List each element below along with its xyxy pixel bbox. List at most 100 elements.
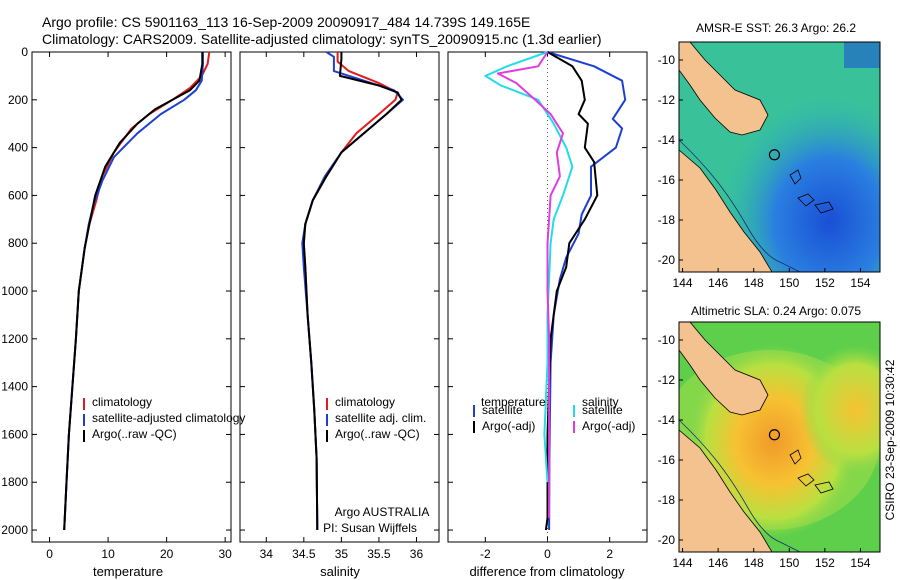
map-y-tick-label: -20 bbox=[658, 533, 676, 547]
series-line-argo-raw-qc- bbox=[302, 52, 403, 531]
sst-map-title: AMSR-E SST: 26.3 Argo: 26.2 bbox=[696, 21, 856, 35]
sla-land-australia bbox=[679, 429, 773, 552]
map-x-tick-label: 144 bbox=[673, 276, 693, 290]
x-tick-label: 10 bbox=[101, 547, 115, 561]
legend-climatology: climatology bbox=[92, 395, 152, 409]
map-x-tick-label: 148 bbox=[744, 276, 764, 290]
y-tick-label: 1000 bbox=[1, 284, 28, 298]
map-y-tick-label: -18 bbox=[658, 493, 676, 507]
map-x-tick-label: 150 bbox=[779, 276, 799, 290]
sst-land-australia bbox=[679, 149, 773, 272]
sst-reefs bbox=[789, 169, 834, 214]
map-x-tick-label: 150 bbox=[779, 556, 799, 570]
x-tick-label: 34 bbox=[260, 547, 274, 561]
salinity-panel: 34 34.5 35 35.5 36 salinity climatology sate… bbox=[239, 51, 440, 579]
y-tick-label: 1800 bbox=[1, 475, 28, 489]
y-tick-label: 1200 bbox=[1, 332, 28, 346]
map-x-tick-label: 154 bbox=[850, 276, 870, 290]
map-y-tick-label: -12 bbox=[658, 93, 676, 107]
footer-credit: CSIRO 23-Sep-2009 10:30:42 bbox=[883, 359, 897, 520]
y-tick-label: 1400 bbox=[1, 380, 28, 394]
header-line-1: Argo profile: CS 5901163_113 16-Sep-2009… bbox=[42, 14, 530, 30]
series-line-temperature-satellite bbox=[547, 51, 627, 531]
legend-t-satellite: satellite bbox=[482, 403, 523, 417]
y-tick-label: 2000 bbox=[1, 523, 28, 537]
legend-salinity-header: salinity bbox=[582, 395, 619, 409]
map-x-tick-label: 146 bbox=[708, 276, 728, 290]
map-x-tick-label: 154 bbox=[850, 556, 870, 570]
map-x-tick-label: 144 bbox=[673, 556, 693, 570]
sst-map-frame bbox=[678, 41, 881, 273]
sla-map-frame bbox=[678, 321, 881, 553]
map-x-tick-label: 148 bbox=[744, 556, 764, 570]
legend-argo: Argo(..raw -QC) bbox=[92, 427, 177, 441]
sla-map-title: Altimetric SLA: 0.24 Argo: 0.075 bbox=[691, 304, 861, 318]
difference-panel: -2 0 2 difference from climatology tempera… bbox=[447, 51, 648, 579]
legend-s-argo: Argo(-adj) bbox=[582, 419, 635, 433]
sst-argo-position-marker bbox=[768, 149, 781, 161]
salinity-xlabel: salinity bbox=[320, 564, 360, 579]
map-y-tick-label: -20 bbox=[658, 253, 676, 267]
legend-climatology: climatology bbox=[335, 395, 395, 409]
series-line-salinity-argo-adj- bbox=[496, 51, 564, 519]
map-y-tick-label: -14 bbox=[658, 133, 676, 147]
x-tick-label: 20 bbox=[160, 547, 174, 561]
sst-map-panel: AMSR-E SST: 26.3 Argo: 26.2 bbox=[658, 21, 881, 290]
salinity-legend: climatology satellite adj. clim. Argo(..… bbox=[326, 395, 426, 442]
y-tick-label: 0 bbox=[21, 45, 28, 59]
legend-satellite-adjusted: satellite-adjusted climatology bbox=[92, 411, 245, 425]
map-y-tick-label: -10 bbox=[658, 53, 676, 67]
annotation-argo-australia: Argo AUSTRALIA bbox=[335, 505, 430, 519]
x-tick-label: 34.5 bbox=[292, 547, 316, 561]
x-tick-label: 0 bbox=[544, 547, 551, 561]
annotation-pi: PI: Susan Wijffels bbox=[323, 521, 417, 535]
map-y-tick-label: -12 bbox=[658, 373, 676, 387]
map-x-tick-label: 146 bbox=[708, 556, 728, 570]
map-y-tick-label: -14 bbox=[658, 413, 676, 427]
legend-s-satellite: satellite bbox=[582, 403, 623, 417]
x-tick-label: 2 bbox=[606, 547, 613, 561]
temperature-panel: 0 10 20 30 0 200 400 600 800 1000 1200 1400 1600 1800… bbox=[1, 45, 245, 579]
legend-t-argo: Argo(-adj) bbox=[482, 419, 535, 433]
x-tick-label: 36 bbox=[410, 547, 424, 561]
difference-legend: temperature salinity satellite Argo(-adj… bbox=[473, 395, 635, 433]
legend-argo: Argo(..raw -QC) bbox=[335, 427, 420, 441]
x-tick-label: -2 bbox=[480, 547, 491, 561]
difference-xlabel: difference from climatology bbox=[469, 564, 625, 579]
sst-land-papua bbox=[679, 42, 769, 136]
series-line-satellite-adjusted-climatology bbox=[63, 52, 204, 531]
temperature-axes-box bbox=[31, 51, 232, 543]
y-tick-label: 200 bbox=[8, 93, 28, 107]
series-line-temperature-argo-adj- bbox=[544, 51, 599, 531]
map-y-tick-label: -10 bbox=[658, 333, 676, 347]
salinity-axes-box bbox=[239, 51, 440, 543]
y-tick-label: 800 bbox=[8, 236, 28, 250]
legend-temperature-header: temperature bbox=[481, 395, 546, 409]
map-y-tick-label: -16 bbox=[658, 173, 676, 187]
sla-map-panel: Altimetric SLA: 0.24 Argo: 0.075 144 146 1… bbox=[658, 304, 881, 570]
map-y-tick-label: -18 bbox=[658, 213, 676, 227]
map-y-tick-label: -16 bbox=[658, 453, 676, 467]
sla-land-papua bbox=[679, 322, 769, 416]
sla-bathymetry-contour bbox=[679, 419, 801, 552]
sst-cloud-gap-noise bbox=[844, 42, 880, 68]
temperature-legend: climatology satellite-adjusted climatolo… bbox=[83, 395, 245, 442]
series-line-argo-raw-qc- bbox=[63, 52, 204, 531]
sla-argo-position-marker bbox=[768, 429, 781, 441]
map-x-tick-label: 152 bbox=[815, 276, 835, 290]
map-x-tick-label: 152 bbox=[815, 556, 835, 570]
x-tick-label: 35.5 bbox=[367, 547, 391, 561]
series-line-salinity-satellite bbox=[484, 51, 574, 483]
y-tick-label: 1600 bbox=[1, 427, 28, 441]
header-line-2: Climatology: CARS2009. Satellite-adjuste… bbox=[42, 31, 602, 47]
x-tick-label: 35 bbox=[335, 547, 349, 561]
legend-satellite-adj: satellite adj. clim. bbox=[335, 411, 426, 425]
y-tick-label: 400 bbox=[8, 141, 28, 155]
sla-reefs bbox=[789, 449, 834, 494]
temperature-xlabel: temperature bbox=[93, 564, 163, 579]
sst-bathymetry-contour bbox=[679, 139, 801, 272]
x-tick-label: 30 bbox=[218, 547, 232, 561]
series-line-climatology bbox=[302, 52, 399, 531]
y-tick-label: 600 bbox=[8, 188, 28, 202]
